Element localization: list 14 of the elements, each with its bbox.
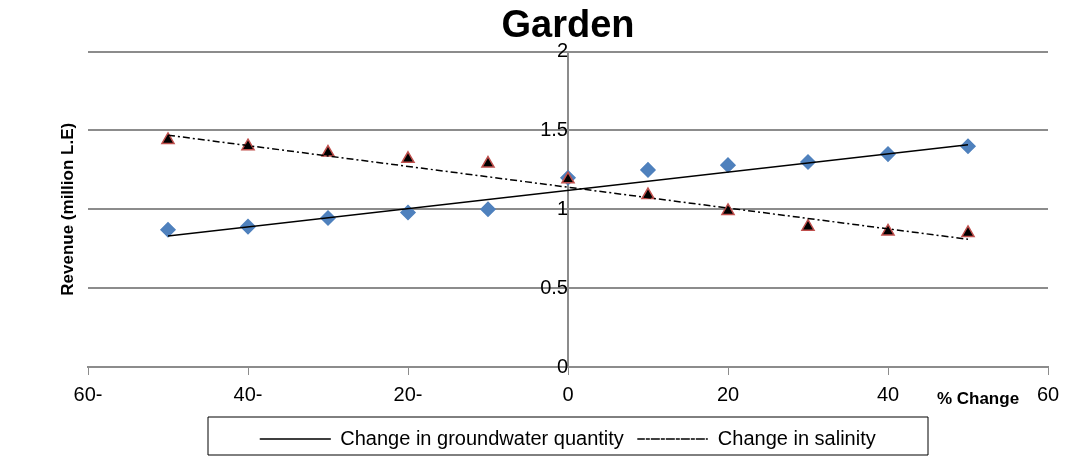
legend-label: Change in groundwater quantity <box>340 426 624 449</box>
x-tick-label: 60- <box>73 382 103 405</box>
y-tick-label: 0.5 <box>540 275 568 298</box>
x-tick-label: 60 <box>1036 382 1060 405</box>
legend-label: Change in salinity <box>717 426 876 449</box>
y-tick-label: 1.5 <box>540 117 568 140</box>
x-tick-label: 20- <box>393 382 423 405</box>
x-tick-label: 20 <box>716 382 740 405</box>
y-tick-label: 0 <box>556 354 568 377</box>
x-tick-label: 40- <box>233 382 263 405</box>
x-tick-label: 40 <box>876 382 900 405</box>
y-axis-title: Revenue (million L.E) <box>57 122 77 296</box>
x-axis-title: % Change <box>936 388 1020 408</box>
y-tick-label: 1 <box>556 196 568 219</box>
